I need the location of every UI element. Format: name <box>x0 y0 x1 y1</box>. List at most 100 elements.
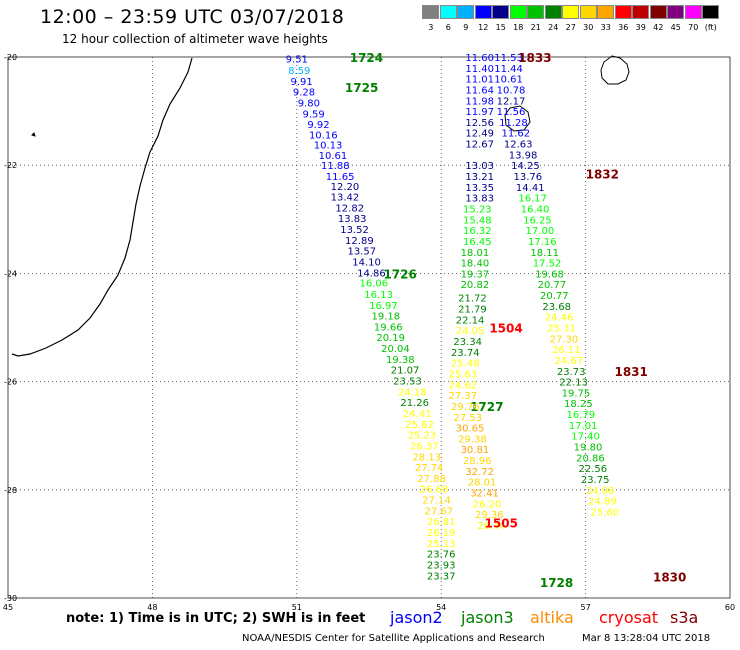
scale-swatch <box>527 5 545 19</box>
page-title: 12:00 – 23:59 UTC 03/07/2018 <box>40 6 345 28</box>
scale-cell: 33 <box>597 5 615 32</box>
swh-value: 11.01 <box>465 75 494 86</box>
legend-item-s3a: s3a <box>670 608 699 627</box>
scale-label: 18 <box>513 23 524 32</box>
swh-value: 12.17 <box>497 96 526 107</box>
scale-swatch <box>474 5 492 19</box>
swh-value: 13.83 <box>465 194 494 205</box>
swh-value: 27.14 <box>422 496 451 507</box>
swh-value: 10.61 <box>494 75 523 86</box>
swh-value: 25.48 <box>451 359 480 370</box>
swh-value: 25.60 <box>591 507 620 518</box>
scale-swatch <box>684 5 702 19</box>
swh-value: 10.61 <box>319 151 348 162</box>
scale-swatch <box>667 5 685 19</box>
swh-value: 22.14 <box>456 315 485 326</box>
swh-value: 9.28 <box>293 88 315 99</box>
swh-value: 15.23 <box>463 204 492 215</box>
swh-value: 11.65 <box>326 172 355 183</box>
scale-cell: 42 <box>649 5 668 32</box>
swh-value: 11.60 <box>465 53 494 64</box>
madagascar-coastline <box>11 57 193 357</box>
map-frame <box>7 56 731 599</box>
swh-value: 8.59 <box>288 66 310 77</box>
mauritius-island <box>600 55 630 85</box>
legend-item-cryosat: cryosat <box>599 608 659 627</box>
scale-cell: 30 <box>579 5 598 32</box>
swh-value: 27.67 <box>424 506 453 517</box>
swh-value: 21.79 <box>458 305 487 316</box>
swh-value: 24.18 <box>398 387 427 398</box>
swh-value: 11.98 <box>465 96 494 107</box>
swh-value: 24.62 <box>449 380 478 391</box>
swh-value: 16.06 <box>359 279 388 290</box>
swh-value: 11.64 <box>465 85 494 96</box>
scale-label: 70 <box>688 23 699 32</box>
swh-value: 29.38 <box>458 434 487 445</box>
scale-swatch <box>702 5 720 19</box>
swh-value: 27.37 <box>449 391 478 402</box>
scale-swatch <box>422 5 440 19</box>
scale-swatch <box>509 5 527 19</box>
swh-value: 12.67 <box>465 140 494 151</box>
swh-value: 22.56 <box>578 464 607 475</box>
lat-tick-label: -20 <box>4 53 17 62</box>
swh-value: 24.41 <box>403 409 432 420</box>
scale-cell: 18 <box>509 5 528 32</box>
scale-cell: 39 <box>632 5 650 32</box>
pass-time-label: 1726 <box>383 267 416 281</box>
swh-value: 27.30 <box>550 334 579 345</box>
swh-value: 12.20 <box>331 182 360 193</box>
scale-cell: 21 <box>527 5 545 32</box>
swh-value: 12.82 <box>335 203 364 214</box>
reunion-island <box>504 105 531 132</box>
scale-cell: 12 <box>474 5 493 32</box>
pass-time-label: 1833 <box>518 51 551 65</box>
swh-value: 24.98 <box>586 486 615 497</box>
swh-value: 24.46 <box>545 313 574 324</box>
scale-swatch <box>632 5 650 19</box>
swh-value: 19.18 <box>372 312 401 323</box>
swh-value: 10.16 <box>309 130 338 141</box>
swh-value: 26.11 <box>552 345 581 356</box>
swh-value: 11.97 <box>465 107 494 118</box>
scale-label: 33 <box>600 23 611 32</box>
swh-value: 9.51 <box>286 55 308 66</box>
swh-value: 16.13 <box>364 290 393 301</box>
legend-item-altika: altika <box>530 608 574 627</box>
lat-tick-label: -30 <box>4 594 17 603</box>
swh-value: 20.86 <box>576 453 605 464</box>
swh-value: 25.13 <box>427 539 456 550</box>
swh-value: 16.79 <box>566 410 595 421</box>
swh-value: 30.65 <box>456 424 485 435</box>
swh-value: 16.32 <box>463 226 492 237</box>
scale-label: 45 <box>670 23 681 32</box>
swh-value: 19.80 <box>574 443 603 454</box>
swh-value: 21.07 <box>391 366 420 377</box>
legend-item-jason2: jason2 <box>390 608 443 627</box>
swh-value: 14.86 <box>357 268 386 279</box>
scale-cell: 45 <box>667 5 685 32</box>
swh-value: 24.89 <box>588 497 617 508</box>
lon-tick-label: 45 <box>3 603 13 612</box>
swh-value: 19.68 <box>535 269 564 280</box>
swh-value: 16.17 <box>518 194 547 205</box>
swh-value: 16.40 <box>521 204 550 215</box>
swh-value: 23.37 <box>427 571 456 582</box>
swh-value: 23.76 <box>427 550 456 561</box>
swh-value: 17.52 <box>533 259 562 270</box>
scale-cell: 6 <box>439 5 458 32</box>
swh-value: 11.56 <box>497 107 526 118</box>
scale-label: 21 <box>530 23 541 32</box>
pass-time-label: 1727 <box>470 400 503 414</box>
scale-cell: 9 <box>457 5 475 32</box>
swh-value: 26.20 <box>473 499 502 510</box>
swh-value: 12.89 <box>345 236 374 247</box>
scale-label: 12 <box>478 23 489 32</box>
scale-swatch <box>597 5 615 19</box>
swh-value: 23.75 <box>581 475 610 486</box>
swh-value: 20.77 <box>538 280 567 291</box>
generation-timestamp: Mar 8 13:28:04 UTC 2018 <box>582 633 711 644</box>
pass-time-label: 1724 <box>350 51 383 65</box>
